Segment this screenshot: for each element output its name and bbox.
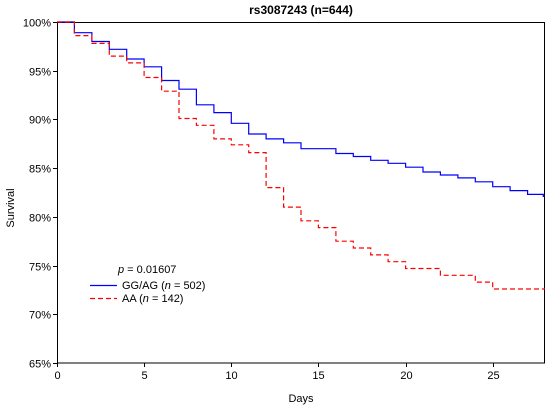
- y-tick-label: 75%: [29, 262, 51, 274]
- x-tick-label: 10: [225, 370, 237, 382]
- y-tick-label: 65%: [29, 359, 51, 371]
- y-tick-label: 70%: [29, 310, 51, 322]
- y-tick-label: 90%: [29, 115, 51, 127]
- x-tick-label: 0: [54, 370, 60, 382]
- x-tick-label: 5: [141, 370, 147, 382]
- plot-area: [57, 21, 545, 290]
- y-tick-label: 85%: [29, 164, 51, 176]
- axes: 65% 70% 75% 80% 85% 90% 95% 100% 0 5 10 15 20 25: [23, 18, 500, 383]
- x-tick-label: 15: [312, 370, 324, 382]
- x-axis-label: Days: [288, 393, 314, 405]
- y-tick-label: 100%: [23, 18, 51, 30]
- y-axis-label: Survival: [5, 188, 17, 227]
- legend-item-aa: AA (n = 142): [90, 293, 183, 305]
- y-tick-label: 80%: [29, 213, 51, 225]
- p-value-annotation: p = 0.01607: [117, 264, 176, 276]
- legend: GG/AG (n = 502) AA (n = 142): [90, 280, 205, 305]
- chart-title: rs3087243 (n=644): [249, 3, 353, 17]
- x-tick-label: 20: [400, 370, 412, 382]
- x-tick-label: 25: [487, 370, 499, 382]
- legend-item-gg-ag: GG/AG (n = 502): [90, 280, 205, 292]
- legend-label-gg-ag: GG/AG (n = 502): [122, 280, 205, 292]
- y-tick-label: 95%: [29, 67, 51, 79]
- plot-frame: [57, 22, 545, 364]
- survival-curve-gg-ag: [57, 21, 545, 197]
- legend-label-aa: AA (n = 142): [122, 293, 183, 305]
- survival-curve-aa: [57, 21, 545, 290]
